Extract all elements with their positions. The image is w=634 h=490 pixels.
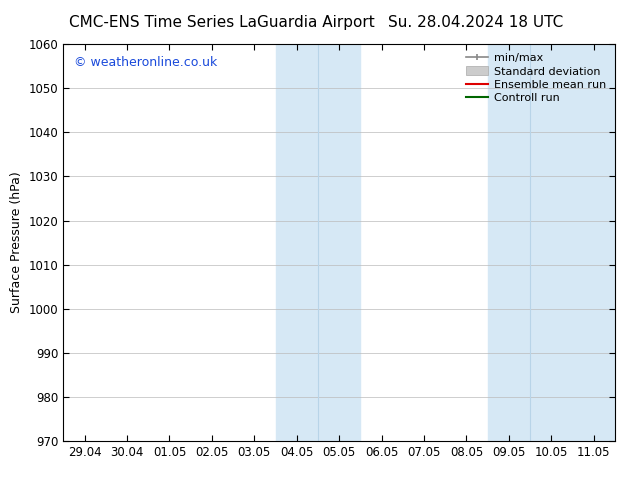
Text: CMC-ENS Time Series LaGuardia Airport: CMC-ENS Time Series LaGuardia Airport bbox=[69, 15, 375, 30]
Legend: min/max, Standard deviation, Ensemble mean run, Controll run: min/max, Standard deviation, Ensemble me… bbox=[463, 49, 609, 107]
Text: Su. 28.04.2024 18 UTC: Su. 28.04.2024 18 UTC bbox=[388, 15, 563, 30]
Bar bbox=[488, 44, 615, 441]
Text: © weatheronline.co.uk: © weatheronline.co.uk bbox=[74, 56, 217, 69]
Bar bbox=[276, 44, 360, 441]
Y-axis label: Surface Pressure (hPa): Surface Pressure (hPa) bbox=[10, 172, 23, 314]
